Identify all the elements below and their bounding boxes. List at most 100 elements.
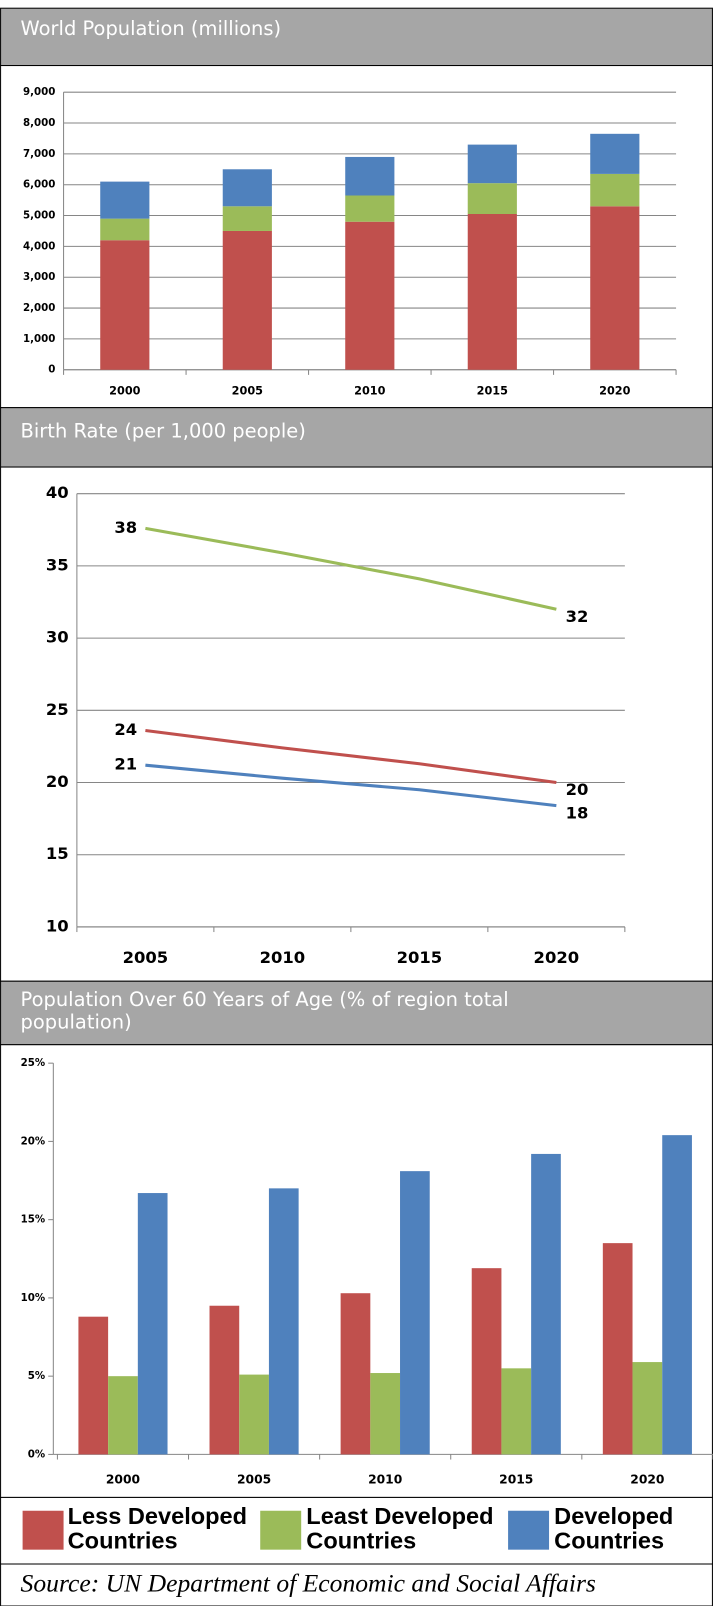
legend-label: Less Developed Countries — [67, 1503, 248, 1554]
legend: Less Developed Countries Least Developed … — [22, 1503, 674, 1554]
bar — [501, 1368, 532, 1455]
x-tick-label: 2020 — [534, 948, 580, 967]
header: World Population (millions) — [20, 17, 282, 40]
bar — [471, 1268, 502, 1455]
line — [145, 763, 557, 808]
legend-swatch — [260, 1510, 302, 1550]
y-tick-label: 4,000 — [23, 240, 55, 252]
x-tick-label: 2020 — [630, 1473, 664, 1487]
bar — [239, 1374, 269, 1455]
line — [145, 526, 557, 611]
data-label: 18 — [566, 803, 589, 822]
x-tick-label: 2005 — [123, 948, 169, 967]
y-tick-label: 5% — [28, 1370, 45, 1382]
y-tick-label: 8,000 — [23, 117, 55, 129]
y-tick-label: 35 — [46, 555, 69, 574]
x-tick-label: 2005 — [237, 1473, 271, 1487]
bar-segment — [590, 206, 640, 370]
y-tick-label: 40 — [46, 483, 69, 502]
header-bar — [0, 407, 713, 468]
bar-segment — [590, 133, 640, 174]
legend-label: Developed Countries — [554, 1503, 674, 1554]
bar — [78, 1316, 109, 1455]
x-tick-label: 2020 — [599, 384, 630, 397]
bar — [340, 1293, 371, 1455]
y-tick-label: 0% — [28, 1448, 45, 1460]
x-tick-label: 2010 — [368, 1473, 402, 1487]
data-label: 21 — [114, 755, 137, 774]
header: Population Over 60 Years of Age (% of re… — [20, 988, 509, 1034]
bar-segment — [345, 221, 395, 370]
y-tick-label: 20 — [46, 772, 69, 791]
bar-segment — [345, 156, 395, 196]
bar-segment — [467, 183, 517, 215]
header-bar — [0, 7, 713, 67]
data-label: 20 — [566, 780, 589, 799]
chart-title: Population Over 60 Years of Age (% of re… — [20, 988, 509, 1034]
legend-label-box: Less Developed Countries — [67, 1503, 248, 1554]
bar — [662, 1135, 692, 1455]
y-tick-label: 10 — [46, 916, 69, 935]
x-tick-label: 2010 — [260, 948, 306, 967]
x-tick-label: 2015 — [397, 948, 443, 967]
y-tick-label: 1,000 — [23, 333, 55, 345]
y-tick-label: 5,000 — [23, 210, 55, 222]
x-tick-label: 2000 — [109, 384, 140, 397]
bar — [602, 1243, 633, 1455]
bar-segment — [467, 144, 517, 184]
header-bar — [0, 980, 713, 1046]
chart-title: Birth Rate (per 1,000 people) — [20, 419, 306, 443]
y-tick-label: 30 — [46, 628, 69, 647]
y-tick-label: 2,000 — [23, 302, 55, 314]
legend-label: Least Developed Countries — [306, 1503, 494, 1554]
bar-segment — [222, 206, 272, 231]
bar — [108, 1376, 138, 1455]
bar — [400, 1171, 430, 1455]
source-panel — [0, 1563, 713, 1606]
legend-swatch — [508, 1510, 550, 1550]
legend-label-box: Least Developed Countries — [306, 1503, 494, 1554]
bar-segment — [100, 240, 150, 370]
bar-segment — [222, 230, 272, 370]
bar — [531, 1153, 561, 1455]
source-box: Source: UN Department of Economic and So… — [20, 1570, 596, 1598]
bar — [370, 1373, 401, 1455]
y-tick-label: 25 — [46, 700, 69, 719]
bar — [632, 1362, 663, 1455]
data-label: 38 — [114, 518, 137, 537]
y-tick-label: 9,000 — [23, 86, 55, 98]
x-tick-label: 2005 — [232, 384, 263, 397]
panel — [0, 466, 713, 982]
bar-segment — [222, 169, 272, 207]
x-tick-label: 2015 — [499, 1473, 533, 1487]
bar-segment — [100, 218, 150, 241]
data-label: 32 — [566, 607, 589, 626]
y-tick-label: 15 — [46, 844, 69, 863]
bar-segment — [100, 181, 150, 219]
bar-segment — [590, 173, 640, 207]
bar — [137, 1193, 168, 1455]
bar — [209, 1305, 240, 1455]
y-tick-label: 25% — [21, 1057, 46, 1069]
x-tick-label: 2010 — [354, 384, 385, 397]
y-tick-label: 20% — [21, 1135, 46, 1147]
line — [145, 729, 557, 785]
y-tick-label: 15% — [21, 1214, 46, 1226]
legend-swatch — [22, 1510, 64, 1550]
source: Source: UN Department of Economic and So… — [20, 1570, 596, 1598]
y-tick-label: 6,000 — [23, 179, 55, 191]
bar — [268, 1188, 299, 1455]
y-tick-label: 10% — [21, 1292, 46, 1304]
bar-segment — [345, 195, 395, 222]
x-tick-label: 2000 — [106, 1473, 140, 1487]
data-label: 24 — [114, 720, 137, 739]
y-tick-label: 0 — [48, 364, 55, 376]
y-tick-label: 3,000 — [23, 271, 55, 283]
y-tick-label: 7,000 — [23, 148, 55, 160]
chart-title: World Population (millions) — [20, 17, 282, 40]
legend-label-box: Developed Countries — [554, 1503, 674, 1554]
x-tick-label: 2015 — [477, 384, 508, 397]
legend-panel — [0, 1496, 713, 1565]
bar-segment — [467, 214, 517, 370]
